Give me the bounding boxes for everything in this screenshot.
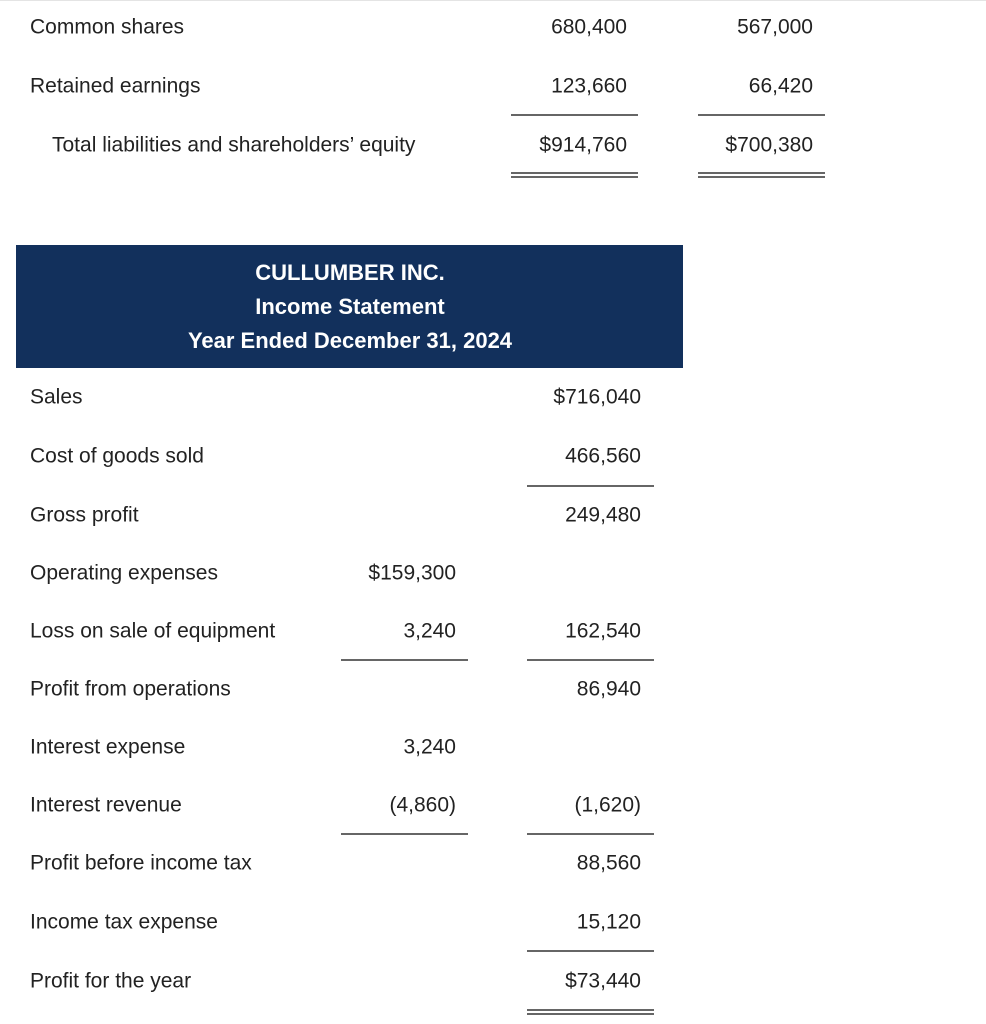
amount: 567,000 [737, 16, 813, 39]
amount: 162,540 [565, 620, 641, 643]
amount: $716,040 [553, 386, 641, 409]
amount: 88,560 [577, 852, 641, 875]
row-label: Profit before income tax [30, 852, 252, 875]
row-label: Profit from operations [30, 678, 231, 701]
amount: $700,380 [725, 134, 813, 157]
amount: $73,440 [565, 970, 641, 993]
row-label: Sales [30, 386, 83, 409]
amount: 123,660 [551, 75, 627, 98]
company-name: CULLUMBER INC. [255, 260, 444, 285]
amount: 15,120 [577, 911, 641, 934]
row-label: Retained earnings [30, 75, 200, 98]
amount: 466,560 [565, 445, 641, 468]
row-label: Profit for the year [30, 970, 191, 993]
amount: 66,420 [749, 75, 813, 98]
amount: (4,860) [389, 794, 456, 817]
row-label: Loss on sale of equipment [30, 620, 275, 643]
statement-title: Income Statement [255, 294, 445, 319]
amount: $159,300 [368, 562, 456, 585]
row-label: Operating expenses [30, 562, 218, 585]
statement-period: Year Ended December 31, 2024 [188, 328, 513, 353]
row-label: Common shares [30, 16, 184, 39]
amount: 86,940 [577, 678, 641, 701]
row-label: Interest revenue [30, 794, 182, 817]
amount: $914,760 [539, 134, 627, 157]
amount: (1,620) [574, 794, 641, 817]
row-label: Total liabilities and shareholders’ equi… [52, 134, 416, 157]
row-label: Cost of goods sold [30, 445, 204, 468]
row-label: Gross profit [30, 504, 139, 527]
amount: 3,240 [403, 736, 456, 759]
amount: 3,240 [403, 620, 456, 643]
amount: 680,400 [551, 16, 627, 39]
amount: 249,480 [565, 504, 641, 527]
header-band [16, 245, 683, 368]
row-label: Income tax expense [30, 911, 218, 934]
row-label: Interest expense [30, 736, 185, 759]
